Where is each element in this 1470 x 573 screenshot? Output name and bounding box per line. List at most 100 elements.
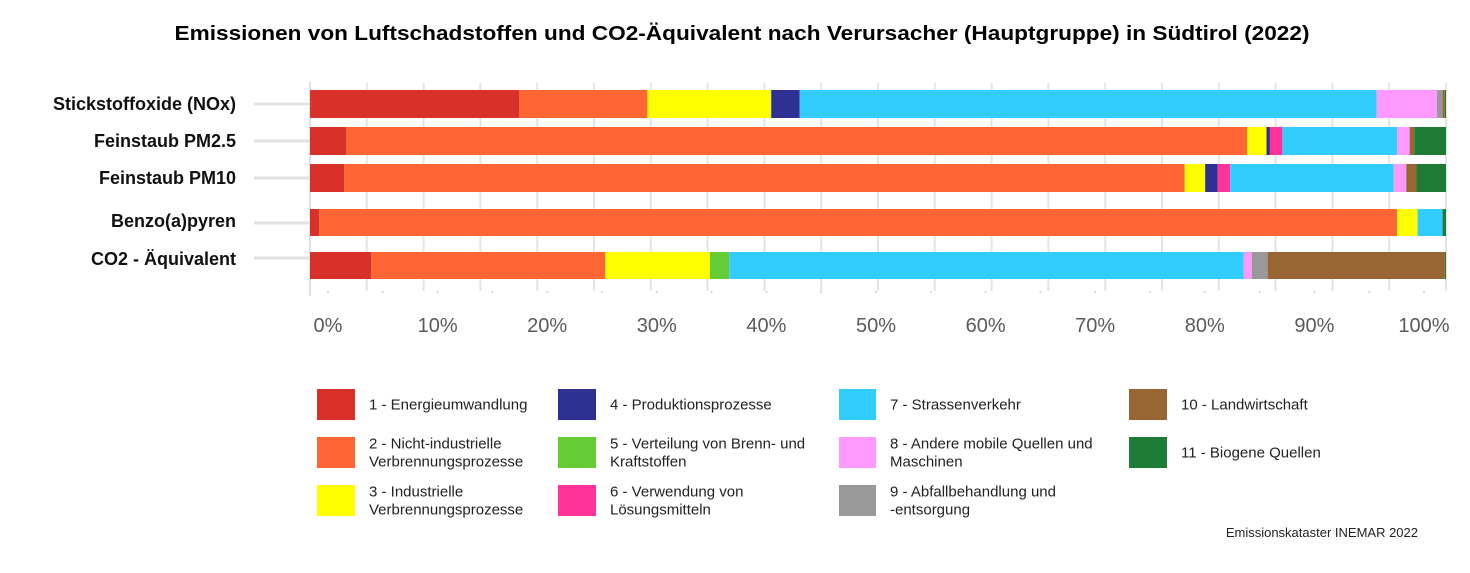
bar-segment (1442, 90, 1445, 118)
axis-tick-dot (1368, 291, 1371, 293)
bar-segment (1247, 127, 1267, 155)
bar-segment (319, 209, 1398, 236)
x-tick-label: 50% (856, 315, 896, 337)
legend-swatch (1129, 437, 1167, 468)
bar-row (310, 127, 1446, 155)
x-tick-label: 30% (637, 315, 677, 337)
y-axis-ticks (254, 102, 309, 260)
legend-label: 1 - Energieumwandlung (369, 397, 527, 414)
legend-swatch (839, 389, 876, 420)
y-tick-label: Feinstaub PM2.5 (94, 131, 236, 151)
legend-label: Maschinen (890, 454, 963, 471)
y-tick-label: CO2 - Äquivalent (91, 249, 236, 269)
source-note: Emissionskataster INEMAR 2022 (1226, 525, 1418, 540)
bar-segment (310, 127, 347, 155)
x-tick-label: 10% (418, 315, 458, 337)
axis-tick-dot (1258, 291, 1261, 293)
legend-label: 2 - Nicht-industrielle (369, 436, 502, 453)
axis-tick-dot (381, 291, 384, 293)
bar-segment (1376, 90, 1437, 118)
x-tick-label: 100% (1398, 315, 1449, 337)
axis-tick-dot (710, 291, 713, 293)
bar-segment (346, 127, 1248, 155)
x-tick-label: 20% (527, 315, 567, 337)
bar-segment (771, 90, 800, 118)
legend-label: 10 - Landwirtschaft (1181, 397, 1309, 414)
bar-row (310, 164, 1446, 192)
bar-segment (1442, 209, 1446, 236)
legend-item: 4 - Produktionsprozesse (558, 389, 772, 420)
bar-row (310, 209, 1446, 236)
axis-tick-dot (765, 291, 768, 293)
y-tick-label: Benzo(a)pyren (111, 211, 236, 231)
y-tick-label: Stickstoffoxide (NOx) (53, 94, 236, 114)
legend-label: 3 - Industrielle (369, 484, 463, 501)
bar-segment (1282, 127, 1398, 155)
bar-segment (310, 209, 320, 236)
legend-swatch (839, 437, 876, 468)
legend-label: Lösungsmitteln (610, 502, 711, 519)
bar-segment (709, 252, 730, 279)
legend-item: 1 - Energieumwandlung (317, 389, 527, 420)
legend-label: 7 - Strassenverkehr (890, 397, 1021, 414)
bar-segment (371, 252, 606, 279)
bar-segment (1444, 252, 1446, 279)
bar-segment (1409, 127, 1415, 155)
bars (310, 90, 1446, 279)
bar-segment (605, 252, 710, 279)
bar-segment (344, 164, 1185, 192)
axis-tick-dot (984, 291, 987, 293)
legend-item: 9 - Abfallbehandlung und-entsorgung (839, 484, 1056, 519)
legend-item: 11 - Biogene Quellen (1129, 437, 1321, 468)
axis-tick-dot (1094, 291, 1097, 293)
bar-segment (729, 252, 1244, 279)
axis-tick-dot (1313, 291, 1316, 293)
bar-segment (1444, 90, 1446, 118)
bar-segment (310, 252, 372, 279)
axis-tick-dot (875, 291, 877, 293)
bar-segment (1414, 127, 1446, 155)
bar-segment (647, 90, 772, 118)
bar-segment (1397, 209, 1418, 236)
axis-tick-dot (491, 291, 494, 293)
legend-label: Kraftstoffen (610, 454, 686, 471)
legend-label: 5 - Verteilung von Brenn- und (610, 436, 805, 453)
bar-segment (1393, 164, 1407, 192)
legend-swatch (317, 389, 355, 420)
bar-segment (1205, 164, 1218, 192)
bar-row (310, 90, 1446, 118)
bar-segment (1243, 252, 1252, 279)
axis-tick-dot (327, 291, 329, 293)
bar-segment (1230, 164, 1394, 192)
bar-segment (1417, 209, 1443, 236)
legend-swatch (317, 485, 355, 516)
axis-tick-dot (1423, 291, 1425, 293)
legend-label: 6 - Verwendung von (610, 484, 743, 501)
bar-segment (310, 164, 345, 192)
bar-segment (310, 90, 520, 118)
legend-swatch (1129, 389, 1167, 420)
x-tick-label: 0% (314, 315, 343, 337)
legend-label: 8 - Andere mobile Quellen und (890, 436, 1093, 453)
bar-segment (1251, 252, 1268, 279)
legend-swatch (558, 485, 596, 516)
bar-row (310, 252, 1446, 279)
bar-segment (1266, 127, 1270, 155)
legend: 1 - Energieumwandlung 2 - Nicht-industrie… (317, 389, 1321, 519)
legend-label: Verbrennungsprozesse (369, 502, 523, 519)
bar-segment (519, 90, 648, 118)
bar-segment (1416, 164, 1446, 192)
x-tick-label: 60% (966, 315, 1006, 337)
legend-label: Verbrennungsprozesse (369, 454, 523, 471)
legend-label: 4 - Produktionsprozesse (610, 397, 772, 414)
bar-segment (1184, 164, 1206, 192)
bar-segment (1269, 127, 1283, 155)
x-tick-label: 90% (1294, 315, 1334, 337)
legend-swatch (558, 389, 596, 420)
y-axis-labels: Stickstoffoxide (NOx) Feinstaub PM2.5 Fein… (53, 94, 236, 269)
axis-tick-dot (601, 291, 603, 293)
axis-tick-dot (820, 291, 823, 293)
